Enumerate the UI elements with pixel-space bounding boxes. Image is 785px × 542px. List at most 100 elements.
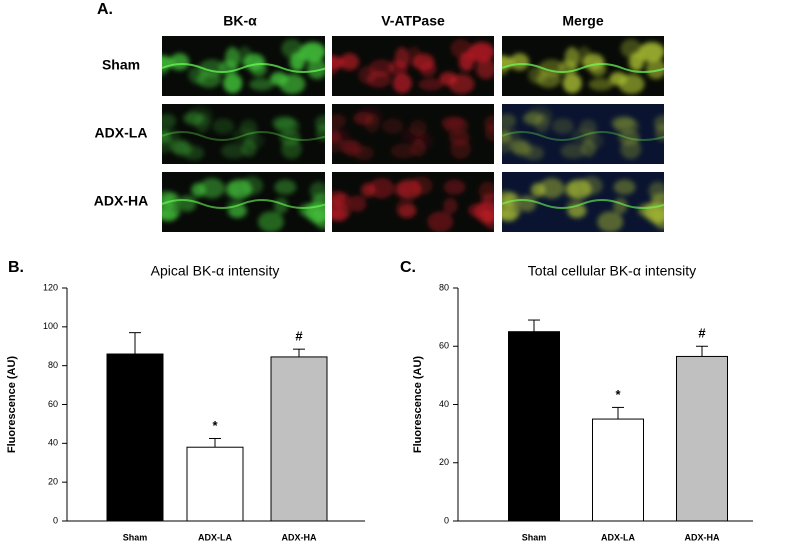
cell <box>366 70 391 88</box>
cell <box>502 209 518 222</box>
cells <box>162 38 325 95</box>
cell <box>347 195 367 212</box>
micrograph <box>162 36 325 96</box>
y-tick-label: 60 <box>439 341 449 351</box>
cell <box>281 138 302 160</box>
apical-membrane <box>162 131 325 141</box>
cell <box>168 53 190 72</box>
column-header: BK-α <box>223 13 257 29</box>
cell <box>636 44 663 64</box>
y-tick-label: 80 <box>48 360 58 370</box>
cell <box>390 143 417 159</box>
cell <box>531 182 546 198</box>
micrograph <box>332 172 494 232</box>
cells <box>162 105 325 161</box>
cell <box>478 181 494 201</box>
cell <box>502 113 517 129</box>
cell <box>173 140 194 158</box>
annotation: # <box>295 329 303 344</box>
cell <box>580 176 603 195</box>
cell <box>508 53 530 72</box>
bar <box>270 356 328 522</box>
cell <box>223 181 241 198</box>
cell <box>413 132 434 150</box>
cell <box>305 201 325 223</box>
cell <box>646 58 664 80</box>
cell <box>412 53 435 71</box>
x-tick-label: ADX-LA <box>601 532 635 542</box>
cell <box>249 78 274 91</box>
cell <box>443 179 466 195</box>
cell <box>474 201 494 223</box>
cell <box>240 176 264 195</box>
y-tick-label: 80 <box>439 282 449 292</box>
cell <box>178 195 197 212</box>
cell <box>653 115 664 132</box>
cell <box>644 201 664 223</box>
cell <box>196 70 222 88</box>
cell <box>162 209 178 222</box>
y-axis-label: Fluorescence (AU) <box>6 356 18 454</box>
y-tick-label: 20 <box>48 477 58 487</box>
y-tick-label: 40 <box>439 399 449 409</box>
cell <box>443 197 458 214</box>
cell <box>562 73 582 94</box>
apical-membrane <box>502 131 664 141</box>
cell <box>239 119 258 136</box>
x-tick-label: Sham <box>123 532 148 542</box>
cell <box>394 46 410 69</box>
annotation: * <box>615 387 621 402</box>
cell <box>517 195 537 212</box>
micrograph <box>502 172 664 232</box>
panel-label: A. <box>97 1 113 18</box>
apical-membrane <box>502 63 664 73</box>
cell <box>502 131 514 154</box>
y-tick-label: 60 <box>48 399 58 409</box>
y-tick-label: 100 <box>43 321 58 331</box>
annotation: * <box>212 418 218 433</box>
cell <box>450 138 472 160</box>
panel-label: C. <box>400 259 416 276</box>
bar <box>676 355 728 522</box>
row-label: ADX-LA <box>95 125 148 141</box>
apical-membrane <box>162 199 325 209</box>
cell <box>476 58 494 80</box>
cell <box>306 58 325 80</box>
x-tick-label: ADX-HA <box>282 532 317 542</box>
y-tick-label: 120 <box>43 282 58 292</box>
cell <box>597 211 624 232</box>
bar <box>186 446 244 522</box>
column-header: Merge <box>562 13 603 29</box>
cell <box>361 182 376 198</box>
cell <box>352 112 374 125</box>
cell <box>395 198 416 219</box>
cell <box>274 117 300 135</box>
cell <box>565 198 586 219</box>
bar <box>592 418 644 522</box>
apical-membrane <box>502 199 664 209</box>
cell <box>332 209 348 222</box>
cell <box>191 182 206 198</box>
cell <box>244 132 265 150</box>
cell <box>560 143 587 159</box>
panel-label: B. <box>8 259 24 276</box>
chart-title: Apical BK-α intensity <box>151 263 280 279</box>
cell <box>522 112 544 125</box>
cell <box>297 44 324 64</box>
micrograph <box>332 104 494 164</box>
cell <box>564 46 580 69</box>
cell <box>274 179 297 195</box>
cell <box>309 181 325 201</box>
annotation: # <box>698 326 706 341</box>
cell <box>199 177 225 199</box>
cell <box>418 78 444 91</box>
cell <box>279 74 306 95</box>
cell <box>332 113 347 129</box>
cell <box>409 119 427 136</box>
micrograph <box>332 36 494 96</box>
cell <box>613 179 636 195</box>
cell <box>613 117 639 135</box>
x-tick-label: ADX-HA <box>685 532 720 542</box>
cell <box>223 73 243 94</box>
